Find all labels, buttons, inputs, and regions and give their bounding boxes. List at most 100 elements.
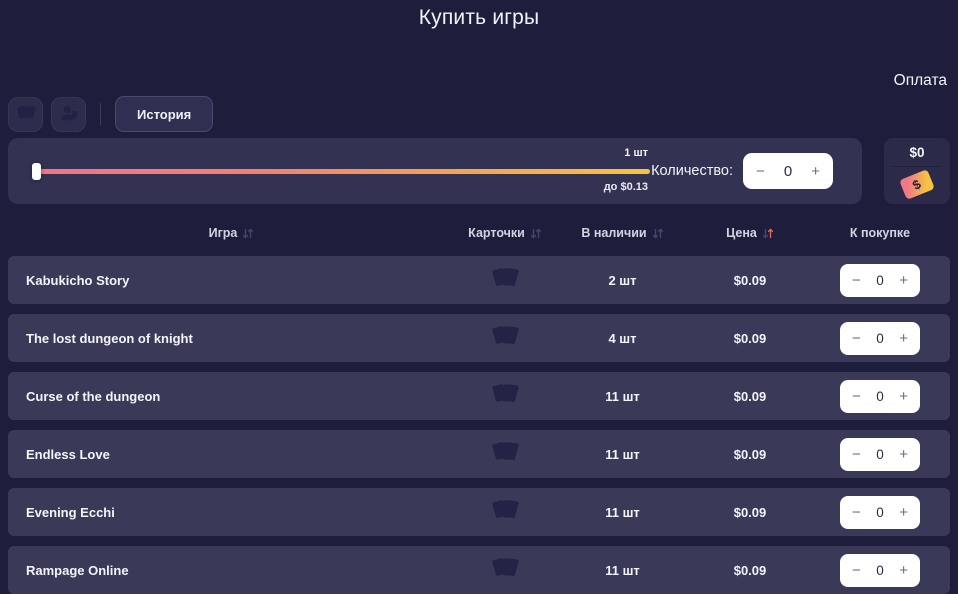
row-quantity-stepper: − 0 + xyxy=(840,263,920,297)
slider-handle[interactable] xyxy=(32,163,41,180)
game-price: $0.09 xyxy=(733,504,767,520)
cards-fan-icon xyxy=(14,102,38,127)
row-quantity-decrease-button[interactable]: − xyxy=(852,503,861,521)
game-cards-cell xyxy=(455,439,555,470)
table-body: Kabukicho Story 2 шт $0.09 − 0 + The los… xyxy=(8,256,950,594)
sort-icon[interactable] xyxy=(242,227,254,240)
game-name: Evening Ecchi xyxy=(26,504,115,520)
game-stock: 11 шт xyxy=(605,446,640,462)
cards-fan-icon xyxy=(488,265,522,296)
quantity-value[interactable]: 0 xyxy=(783,162,793,180)
row-quantity-stepper: − 0 + xyxy=(840,495,920,529)
game-purchase-cell: − 0 + xyxy=(810,379,950,413)
row-quantity-increase-button[interactable]: + xyxy=(899,445,908,463)
game-stock: 11 шт xyxy=(605,504,640,520)
game-name: Endless Love xyxy=(26,446,110,462)
row-quantity-value[interactable]: 0 xyxy=(876,272,884,288)
quantity-label: Количество: xyxy=(651,163,733,179)
game-purchase-cell: − 0 + xyxy=(810,263,950,297)
sort-icon[interactable] xyxy=(530,227,542,240)
game-price: $0.09 xyxy=(733,388,767,404)
header-stock[interactable]: В наличии xyxy=(555,226,690,240)
row-quantity-value[interactable]: 0 xyxy=(876,388,884,404)
header-purchase: К покупке xyxy=(849,226,911,240)
game-row: Rampage Online 11 шт $0.09 − 0 + xyxy=(8,546,950,594)
game-price: $0.09 xyxy=(733,272,767,288)
quantity-decrease-button[interactable]: − xyxy=(756,162,765,180)
toolbar-divider xyxy=(100,103,101,125)
game-row: Curse of the dungeon 11 шт $0.09 − 0 + xyxy=(8,372,950,420)
game-cards-cell xyxy=(455,381,555,412)
row-quantity-increase-button[interactable]: + xyxy=(899,387,908,405)
price-tag-icon[interactable]: $ xyxy=(899,169,935,200)
game-price: $0.09 xyxy=(733,330,767,346)
global-quantity-stepper: − 0 + xyxy=(743,153,833,189)
slider-value-label: 1 шт xyxy=(624,147,648,159)
row-quantity-stepper: − 0 + xyxy=(840,553,920,587)
payment-section-header: Оплата xyxy=(893,72,947,89)
game-cards-cell xyxy=(455,323,555,354)
cards-fan-icon xyxy=(488,323,522,354)
table-header-row: Игра Карточки В наличии Цена xyxy=(8,216,950,250)
game-name: Kabukicho Story xyxy=(26,272,130,288)
row-quantity-value[interactable]: 0 xyxy=(876,446,884,462)
row-quantity-value[interactable]: 0 xyxy=(876,562,884,578)
header-price[interactable]: Цена xyxy=(690,226,810,240)
sort-icon-active-asc[interactable] xyxy=(762,227,774,240)
payment-divider xyxy=(893,166,941,167)
game-purchase-cell: − 0 + xyxy=(810,495,950,529)
row-quantity-decrease-button[interactable]: − xyxy=(852,561,861,579)
game-cards-cell xyxy=(455,497,555,528)
row-quantity-decrease-button[interactable]: − xyxy=(852,387,861,405)
game-name: Curse of the dungeon xyxy=(26,388,161,404)
row-quantity-stepper: − 0 + xyxy=(840,437,920,471)
cards-fan-icon xyxy=(488,497,522,528)
game-row: Endless Love 11 шт $0.09 − 0 + xyxy=(8,430,950,478)
game-price: $0.09 xyxy=(733,446,767,462)
cards-filter-button[interactable] xyxy=(8,96,43,132)
game-stock: 11 шт xyxy=(605,388,640,404)
game-row: Kabukicho Story 2 шт $0.09 − 0 + xyxy=(8,256,950,304)
quantity-slider[interactable] xyxy=(32,163,650,180)
user-with-cards-icon xyxy=(58,103,80,126)
game-purchase-cell: − 0 + xyxy=(810,553,950,587)
sort-icon[interactable] xyxy=(652,227,664,240)
cards-fan-icon xyxy=(488,555,522,586)
purchase-controls: 1 шт до $0.13 Количество: − 0 + $0 $ xyxy=(0,138,958,204)
game-stock: 11 шт xyxy=(605,562,640,578)
row-quantity-increase-button[interactable]: + xyxy=(899,329,908,347)
row-quantity-decrease-button[interactable]: − xyxy=(852,329,861,347)
game-purchase-cell: − 0 + xyxy=(810,321,950,355)
quantity-increase-button[interactable]: + xyxy=(811,162,820,180)
quantity-slider-panel: 1 шт до $0.13 Количество: − 0 + xyxy=(8,138,862,204)
history-button[interactable]: История xyxy=(115,96,214,132)
header-cards[interactable]: Карточки xyxy=(455,226,555,240)
row-quantity-stepper: − 0 + xyxy=(840,379,920,413)
header-game[interactable]: Игра xyxy=(8,226,455,240)
game-cards-cell xyxy=(455,265,555,296)
row-quantity-increase-button[interactable]: + xyxy=(899,561,908,579)
game-purchase-cell: − 0 + xyxy=(810,437,950,471)
row-quantity-increase-button[interactable]: + xyxy=(899,271,908,289)
game-name: The lost dungeon of knight xyxy=(26,330,193,346)
row-quantity-decrease-button[interactable]: − xyxy=(852,271,861,289)
row-quantity-value[interactable]: 0 xyxy=(876,330,884,346)
game-name: Rampage Online xyxy=(26,562,129,578)
game-price: $0.09 xyxy=(733,562,767,578)
row-quantity-increase-button[interactable]: + xyxy=(899,503,908,521)
page-title: Купить игры xyxy=(418,6,540,29)
cards-fan-icon xyxy=(488,439,522,470)
user-cards-filter-button[interactable] xyxy=(51,96,86,132)
payment-panel: $0 $ xyxy=(884,138,950,204)
row-quantity-decrease-button[interactable]: − xyxy=(852,445,861,463)
cards-fan-icon xyxy=(488,381,522,412)
slider-max-price-label: до $0.13 xyxy=(603,181,648,193)
game-cards-cell xyxy=(455,555,555,586)
game-row: The lost dungeon of knight 4 шт $0.09 − … xyxy=(8,314,950,362)
row-quantity-value[interactable]: 0 xyxy=(876,504,884,520)
game-stock: 4 шт xyxy=(608,330,637,346)
game-stock: 2 шт xyxy=(608,272,637,288)
toolbar: История xyxy=(0,96,958,132)
payment-total: $0 xyxy=(909,145,925,160)
row-quantity-stepper: − 0 + xyxy=(840,321,920,355)
